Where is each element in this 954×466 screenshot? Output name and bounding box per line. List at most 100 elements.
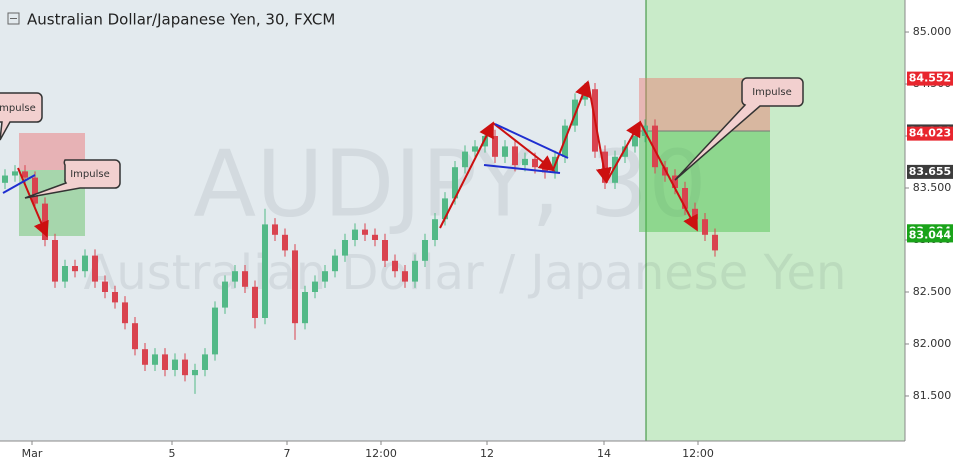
candle-body: [2, 175, 8, 183]
candle-body: [102, 281, 108, 292]
x-tick-label: Mar: [22, 447, 43, 460]
x-tick-label: 12:00: [365, 447, 397, 460]
candle-body: [472, 146, 478, 152]
candle-body: [452, 167, 458, 199]
candle-body: [142, 349, 148, 365]
candle-body: [82, 255, 88, 272]
arrow: [17, 167, 49, 238]
price-label-box: [907, 126, 953, 141]
trendline: [483, 164, 561, 174]
callout-text: Impulse: [70, 169, 110, 180]
price-label: 83.655: [909, 165, 951, 178]
candle-body: [362, 229, 368, 235]
candle-body: [112, 291, 118, 303]
price-label-box: [907, 164, 953, 179]
axes: 85.00084.50084.00083.50083.00082.50082.0…: [22, 25, 953, 460]
x-tick-label: 12: [480, 447, 494, 460]
candle-body: [152, 354, 158, 365]
watermark-subtitle: Australian Dollar / Japanese Yen: [84, 245, 847, 301]
callout-text: Impulse: [752, 87, 792, 98]
callout: Impulse: [0, 92, 43, 141]
candle-body: [632, 136, 638, 147]
y-tick-label: 81.500: [913, 389, 952, 402]
x-tick-label: 7: [284, 447, 291, 460]
candle-body: [522, 158, 528, 166]
candle-body: [62, 265, 68, 282]
candle-body: [302, 291, 308, 324]
candle-body: [22, 171, 28, 178]
candle-body: [532, 158, 538, 168]
candle-body: [412, 260, 418, 282]
candle-body: [392, 260, 398, 272]
candle-body: [242, 271, 248, 287]
y-tick-label: 83.500: [913, 181, 952, 194]
candle-body: [232, 271, 238, 282]
candle-body: [122, 302, 128, 324]
collapse-icon[interactable]: [7, 12, 20, 25]
arrow: [606, 120, 641, 182]
candle-body: [132, 323, 138, 350]
candle-body: [32, 177, 38, 204]
candle-body: [332, 255, 338, 272]
candle-body: [382, 239, 388, 261]
callout: Impulse: [674, 77, 804, 181]
price-label-box: [907, 71, 953, 86]
candle-body: [72, 265, 78, 272]
candle-body: [702, 219, 708, 235]
candle-body: [12, 171, 18, 176]
price-label: 84.023: [909, 127, 951, 140]
candle-body: [432, 219, 438, 240]
candle-body: [442, 198, 448, 220]
candle-body: [262, 224, 268, 318]
candle-body: [192, 369, 198, 376]
candle-body: [172, 359, 178, 370]
candle-body: [652, 125, 658, 168]
candle-body: [372, 234, 378, 240]
candle-body: [402, 271, 408, 282]
candle-body: [312, 281, 318, 292]
trendline: [2, 174, 36, 194]
x-tick-label: 12:00: [682, 447, 714, 460]
candle-body: [42, 203, 48, 240]
candle-body: [342, 239, 348, 256]
watermark: AUDJPY, 30: [193, 130, 706, 237]
x-tick-label: 14: [597, 447, 611, 460]
candle-body: [212, 307, 218, 355]
candle-body: [282, 234, 288, 251]
candle-body: [682, 188, 688, 209]
candle-body: [622, 146, 628, 157]
candle-body: [502, 146, 508, 157]
candle-body: [612, 156, 618, 183]
candle-body: [462, 151, 468, 168]
y-tick-label: 82.500: [913, 285, 952, 298]
arrow: [439, 121, 494, 229]
candle-body: [292, 250, 298, 324]
callout-text: Impulse: [0, 103, 36, 114]
chart-title: Australian Dollar/Japanese Yen, 30, FXCM: [27, 11, 335, 29]
candle-body: [252, 286, 258, 318]
candle-body: [422, 239, 428, 261]
candle-body: [322, 271, 328, 282]
candle-body: [162, 354, 168, 370]
x-tick-label: 5: [169, 447, 176, 460]
candle-body: [512, 146, 518, 166]
candle-body: [202, 354, 208, 370]
arrow: [587, 81, 612, 184]
arrow: [552, 80, 591, 171]
candle-body: [712, 234, 718, 251]
candle-body: [52, 239, 58, 282]
arrow: [492, 122, 556, 172]
candle-body: [492, 136, 498, 157]
price-label: 83.044: [909, 228, 952, 241]
candle-body: [352, 229, 358, 240]
callout: Impulse: [24, 159, 121, 199]
price-label: 84.552: [909, 72, 951, 85]
trendline: [494, 123, 569, 159]
trendlines: [2, 123, 569, 194]
candle-body: [482, 136, 488, 147]
candle-body: [692, 208, 698, 220]
arrows: [17, 80, 698, 238]
arrow: [639, 121, 698, 232]
candle-body: [182, 359, 188, 376]
